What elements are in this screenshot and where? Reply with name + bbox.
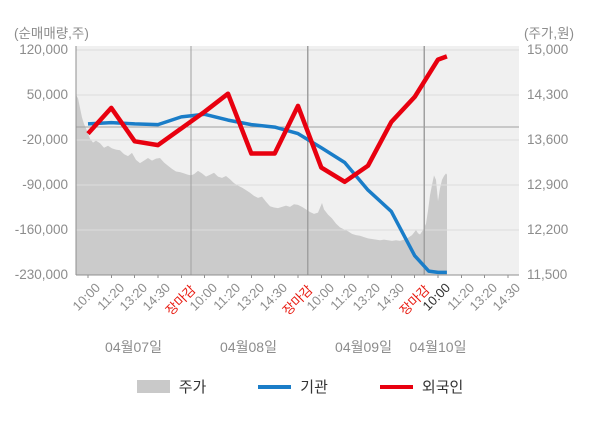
- left-axis-title: (순매매량,주): [14, 26, 89, 41]
- legend-item-price: 주가: [136, 376, 207, 397]
- left-axis-tick: 50,000: [26, 87, 68, 102]
- legend-item-foreigner: 외국인: [379, 376, 464, 397]
- left-axis-tick: -90,000: [22, 177, 68, 192]
- foreigner-line: [86, 54, 448, 185]
- right-axis-tick: 15,000: [527, 42, 569, 57]
- legend: 주가 기관 외국인: [0, 376, 600, 397]
- right-axis-tick: 12,200: [527, 222, 569, 237]
- legend-item-institution: 기관: [258, 376, 328, 397]
- price-area-swatch: [136, 380, 170, 393]
- institution-line-swatch: [258, 384, 292, 389]
- date-label: 04월07일: [105, 339, 162, 355]
- date-label: 04월10일: [409, 339, 467, 355]
- left-axis-tick: 120,000: [19, 42, 68, 57]
- left-axis-tick: -20,000: [22, 132, 68, 147]
- date-label: 04월08일: [220, 339, 277, 355]
- foreigner-line-swatch: [379, 384, 413, 389]
- legend-label-foreigner: 외국인: [421, 379, 464, 396]
- right-axis-title: (주가,원): [523, 26, 574, 41]
- legend-label-price: 주가: [178, 379, 207, 396]
- left-axis-tick: -160,000: [14, 222, 68, 237]
- date-label: 04월09일: [335, 339, 392, 355]
- right-axis-tick: 12,900: [527, 177, 569, 192]
- right-axis-tick: 13,600: [527, 132, 569, 147]
- left-axis-tick: -230,000: [14, 267, 68, 282]
- right-axis-tick: 14,300: [527, 87, 569, 102]
- legend-label-institution: 기관: [300, 379, 328, 396]
- right-axis-tick: 11,500: [527, 267, 568, 282]
